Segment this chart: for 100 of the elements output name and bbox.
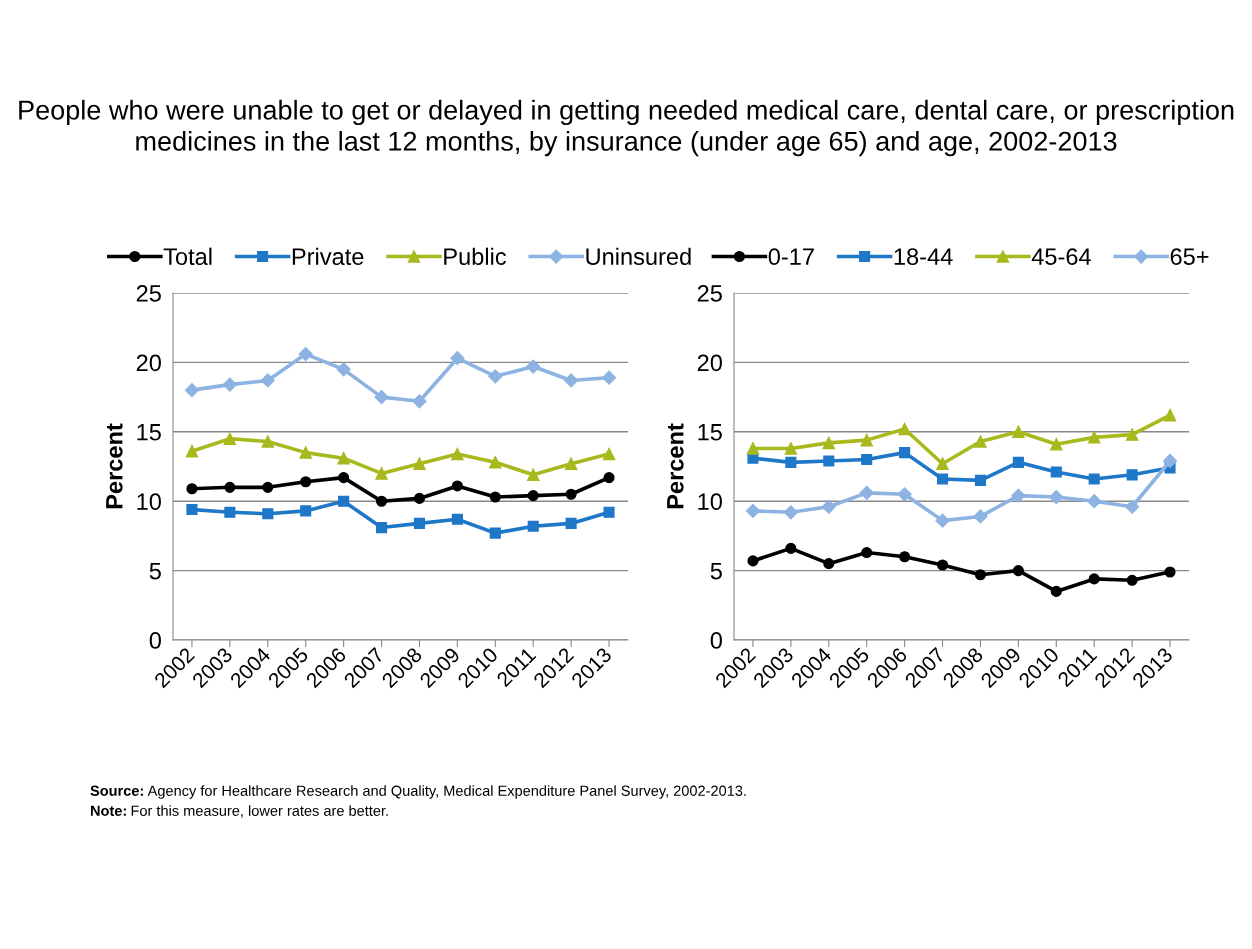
point [1050, 466, 1062, 478]
point [413, 517, 426, 529]
point [935, 513, 950, 528]
legend-label: 45-64 [1031, 248, 1091, 266]
y-tick-label: 10 [137, 493, 161, 510]
point [565, 517, 577, 529]
point [300, 505, 312, 517]
point [1012, 565, 1024, 577]
point [564, 373, 579, 388]
point [185, 444, 199, 458]
y-tick-label: 0 [710, 632, 722, 649]
point [336, 362, 351, 377]
legend-label: Public [444, 247, 507, 266]
y-tick-label: 5 [710, 562, 722, 580]
point [527, 490, 539, 502]
point [374, 390, 389, 405]
point [1087, 494, 1102, 509]
y-tick-label: 15 [698, 424, 722, 441]
point [603, 506, 615, 518]
point [338, 472, 350, 484]
point [974, 569, 987, 581]
point [489, 491, 501, 503]
point [1125, 428, 1139, 441]
point [603, 472, 615, 484]
legend-label: 18-44 [894, 248, 953, 266]
point [1011, 488, 1026, 503]
point [375, 495, 388, 507]
point [973, 509, 988, 524]
point [261, 435, 275, 448]
chart-title: People who were unable to get or delayed in getting needed medical care, dental care, or prescription medicines in the last 12 months, by insurance (under age 65) and age, 2002-2013 [19, 99, 1234, 157]
point [974, 474, 987, 486]
y-tick-label: 5 [149, 562, 161, 580]
point [601, 370, 617, 385]
y-tick-label: 0 [149, 632, 161, 649]
point [222, 377, 237, 392]
point [861, 546, 873, 559]
y-tick-label: 20 [697, 354, 722, 372]
point [1164, 566, 1176, 578]
point [412, 394, 427, 409]
point [747, 555, 759, 567]
point [1088, 473, 1100, 485]
point [451, 480, 463, 492]
point [260, 373, 275, 388]
y-tick-label: 25 [136, 285, 161, 302]
legend-label: Uninsured [586, 247, 691, 266]
point [298, 346, 313, 362]
point [300, 476, 312, 488]
point [859, 485, 874, 500]
point [565, 488, 577, 500]
point [899, 447, 911, 459]
point [784, 442, 798, 455]
y-tick-label: 20 [136, 354, 161, 372]
point [526, 359, 541, 374]
y-tick-label: 25 [697, 285, 722, 302]
point [1126, 469, 1138, 481]
point [823, 455, 835, 467]
point [1050, 438, 1063, 451]
point [526, 468, 540, 482]
y-tick-label: 10 [698, 493, 722, 510]
point [262, 508, 274, 520]
point [1012, 456, 1024, 468]
point [186, 503, 198, 516]
point [375, 522, 388, 534]
point [224, 506, 236, 518]
point [1088, 573, 1100, 585]
point [897, 487, 912, 502]
point [936, 473, 949, 485]
point [1049, 489, 1064, 505]
point [936, 559, 949, 571]
point [186, 483, 198, 495]
point [527, 520, 539, 532]
point [564, 457, 578, 470]
point [1012, 425, 1025, 439]
point [184, 383, 200, 398]
point [375, 467, 388, 480]
y-axis-title: Percent [667, 423, 684, 509]
point [823, 558, 835, 570]
point [223, 432, 237, 445]
point [974, 435, 987, 448]
point [1050, 585, 1062, 597]
point [861, 454, 873, 466]
point [451, 513, 463, 525]
point [224, 481, 236, 493]
point [1163, 408, 1177, 422]
point [783, 505, 798, 520]
point [746, 442, 760, 455]
point [413, 457, 426, 470]
text: Note: For this measure, lower rates are better. [90, 805, 388, 818]
legend-label: Total [163, 247, 212, 266]
point [337, 451, 350, 465]
point [413, 492, 426, 504]
point [1087, 431, 1101, 444]
point [860, 433, 873, 447]
point [338, 495, 350, 507]
point [1125, 499, 1140, 514]
point [821, 499, 836, 514]
point [898, 422, 911, 436]
legend-label: 0-17 [768, 248, 814, 266]
point [450, 351, 465, 366]
point [488, 369, 503, 384]
